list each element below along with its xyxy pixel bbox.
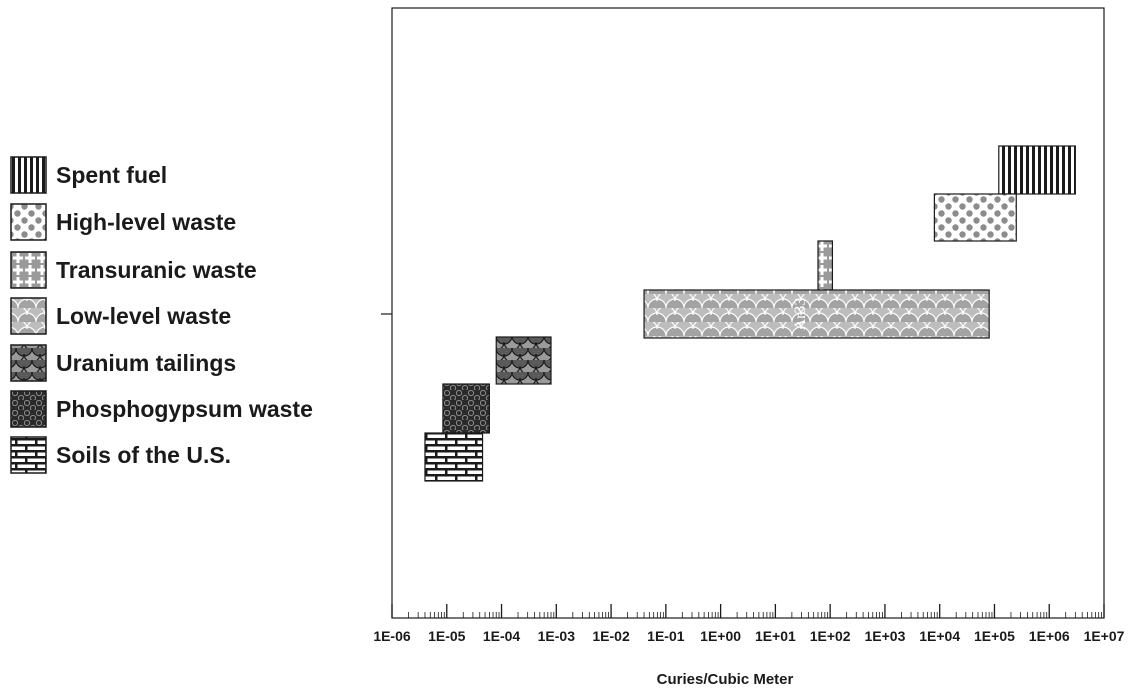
x-tick-label: 1E+03 xyxy=(864,628,905,644)
x-tick-label: 1E+01 xyxy=(755,628,796,644)
legend-label-uranium-tailings: Uranium tailings xyxy=(56,350,236,376)
legend-swatch-phosphogypsum-waste xyxy=(10,390,47,428)
legend-label-phosphogypsum-waste: Phosphogypsum waste xyxy=(56,396,313,422)
legend-label-transuranic-waste: Transuranic waste xyxy=(56,257,257,283)
legend-swatch-uranium-tailings xyxy=(10,344,47,382)
bar-low-level-waste xyxy=(643,289,990,339)
bar-high-level-waste xyxy=(933,193,1017,242)
x-tick-label: 1E+06 xyxy=(1029,628,1070,644)
x-tick-label: 1E+04 xyxy=(919,628,960,644)
bar-uranium-tailings xyxy=(495,336,552,385)
legend-swatch-low-level-waste xyxy=(10,297,47,335)
legend-swatch-soils-of-the-u-s xyxy=(10,436,47,474)
x-tick-label: 1E-05 xyxy=(428,628,466,644)
legend-swatch-high-level-waste xyxy=(10,203,47,241)
bars: Ar33 xyxy=(424,145,1076,482)
x-tick-label: 1E+07 xyxy=(1084,628,1125,644)
x-tick-label: 1E+00 xyxy=(700,628,741,644)
x-tick-label: 1E-02 xyxy=(592,628,630,644)
bar-soils-of-the-u-s xyxy=(424,432,484,482)
x-tick-label: 1E-03 xyxy=(538,628,576,644)
x-tick-label: 1E-04 xyxy=(483,628,521,644)
legend-swatch-transuranic-waste xyxy=(10,251,47,289)
legend-label-spent-fuel: Spent fuel xyxy=(56,162,167,188)
x-axis-title: Curies/Cubic Meter xyxy=(657,671,794,688)
bar-transuranic-waste xyxy=(817,240,834,291)
x-tick-label: 1E-01 xyxy=(647,628,685,644)
legend-label-high-level-waste: High-level waste xyxy=(56,209,236,235)
x-tick-label: 1E+05 xyxy=(974,628,1015,644)
legend: Spent fuel High-level waste Transuranic wa… xyxy=(10,156,313,474)
bar-phosphogypsum-waste xyxy=(442,383,490,434)
x-tick-label: 1E-06 xyxy=(373,628,411,644)
bar-spent-fuel xyxy=(998,145,1076,195)
x-tick-label: 1E+02 xyxy=(810,628,851,644)
legend-label-low-level-waste: Low-level waste xyxy=(56,303,231,329)
bar-annotation: Ar33 xyxy=(792,298,809,331)
x-axis: 1E-06 1E-05 1E-04 1E-03 1E-02 1E-01 1E+00 1E+01… xyxy=(373,604,1125,644)
legend-label-soils-of-the-u-s: Soils of the U.S. xyxy=(56,442,231,468)
plot-frame xyxy=(391,7,1105,619)
legend-swatch-spent-fuel xyxy=(10,156,47,194)
